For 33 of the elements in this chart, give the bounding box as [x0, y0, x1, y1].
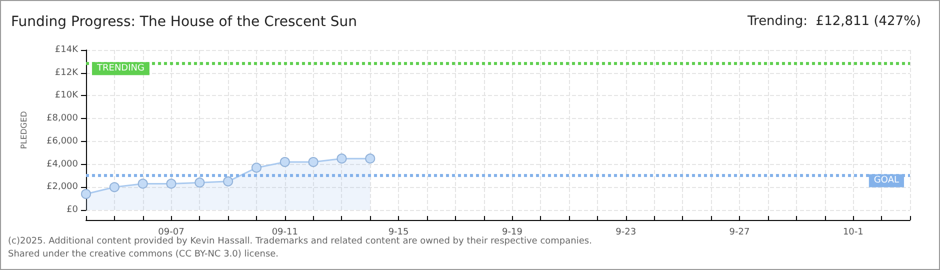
point: [251, 162, 262, 173]
point: [223, 176, 234, 186]
y-tick-label: £14K: [54, 45, 80, 55]
chart-title: Funding Progress: The House of the Crescent Sun: [11, 14, 358, 30]
point: [109, 182, 120, 192]
point: [308, 157, 318, 167]
y-tick-label: £12K: [54, 68, 80, 78]
point: [81, 189, 91, 199]
x-tick-label: 9-23: [616, 228, 636, 238]
y-axis-title: PLEDGED: [20, 111, 28, 149]
x-tick-label: 9-27: [729, 228, 750, 238]
y-tick-label: £4,000: [46, 159, 78, 170]
point: [138, 178, 148, 189]
y-tick-label: £6,000: [46, 136, 78, 146]
point: [280, 157, 290, 167]
point: [166, 178, 176, 189]
x-tick-label: 09-07: [158, 228, 184, 238]
point: [194, 178, 205, 188]
text: (c)2025. Additional content provided by Kevin Hassall. Trademarks and related content are owned by their respective companies.: [8, 236, 592, 246]
y-tick-label: £8,000: [46, 114, 78, 124]
x-tick-label: 10-1: [842, 228, 864, 238]
y-tick-label: £2,000: [46, 182, 78, 192]
x-tick-label: 9-19: [502, 228, 523, 238]
chart-subtitle: Trending: £12,811 (427%): [746, 14, 922, 29]
ref-line-label: GOAL: [874, 176, 899, 186]
x-tick-label: 9-15: [388, 228, 409, 238]
point: [336, 154, 347, 164]
text: Shared under the creative commons (CC BY-NC 3.0) license.: [8, 250, 279, 260]
point: [365, 154, 376, 164]
y-tick-label: £10K: [54, 90, 80, 101]
ref-line-label: TRENDING: [96, 64, 144, 74]
y-tick-label: £0: [66, 205, 78, 215]
x-tick-label: 09-11: [272, 228, 298, 238]
